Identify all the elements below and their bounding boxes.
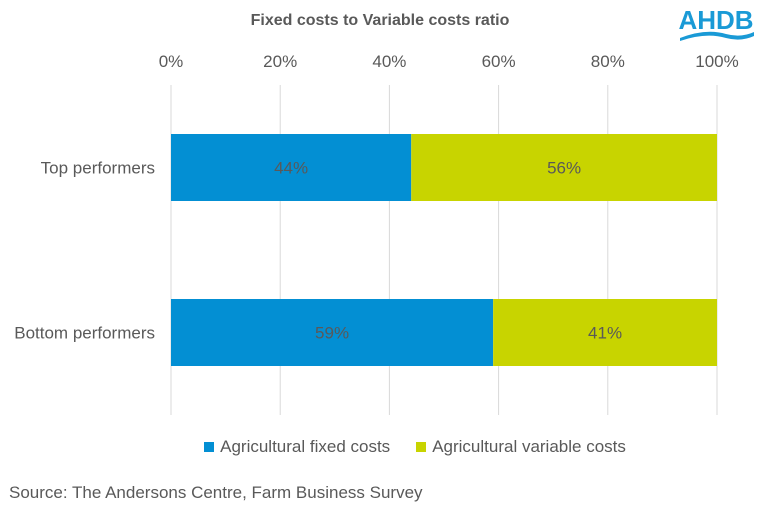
bar-segment <box>171 134 412 201</box>
x-tick-label: 0% <box>159 52 184 71</box>
data-label: 59% <box>315 324 349 343</box>
data-label: 56% <box>547 159 581 178</box>
legend-swatch-fixed <box>204 442 215 452</box>
ahdb-logo: AHDB <box>676 4 756 49</box>
category-label: Bottom performers <box>14 324 155 343</box>
x-tick-label: 80% <box>591 52 625 71</box>
x-tick-label: 100% <box>695 52 738 71</box>
legend-item-fixed: Agricultural fixed costs <box>204 437 390 457</box>
bar-segment <box>411 134 717 201</box>
chart-title: Fixed costs to Variable costs ratio <box>250 12 510 29</box>
legend-label-fixed: Agricultural fixed costs <box>220 437 391 456</box>
category-label: Top performers <box>41 159 155 178</box>
data-label: 44% <box>274 159 308 178</box>
svg-text:AHDB: AHDB <box>678 5 753 35</box>
legend-swatch-variable <box>416 442 427 452</box>
bar-segment <box>171 299 494 366</box>
x-tick-label: 60% <box>482 52 516 71</box>
bar-segment <box>493 299 717 366</box>
source-note: Source: The Andersons Centre, Farm Busin… <box>9 483 423 502</box>
legend: Agricultural fixed costs Agricultural va… <box>0 437 760 457</box>
x-tick-label: 20% <box>263 52 297 71</box>
data-label: 41% <box>588 324 622 343</box>
x-tick-label: 40% <box>372 52 406 71</box>
legend-item-variable: Agricultural variable costs <box>416 437 626 457</box>
legend-label-variable: Agricultural variable costs <box>432 437 626 456</box>
